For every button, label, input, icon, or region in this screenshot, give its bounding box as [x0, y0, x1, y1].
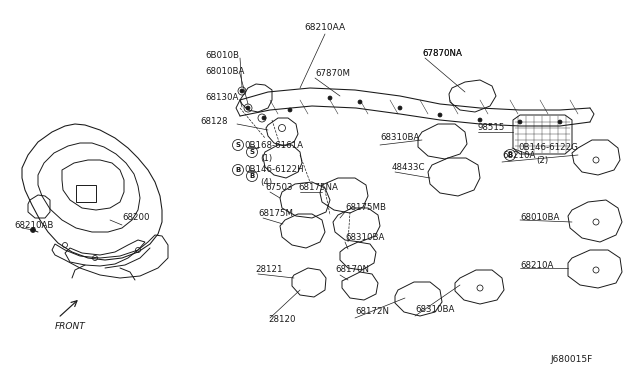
- Text: 68310BA: 68310BA: [415, 305, 454, 314]
- Circle shape: [518, 120, 522, 124]
- Text: 68128: 68128: [200, 118, 227, 126]
- Text: 0B146-6122H: 0B146-6122H: [244, 166, 303, 174]
- Text: 48433C: 48433C: [392, 164, 426, 173]
- Text: 28120: 28120: [268, 315, 296, 324]
- Text: 68175MB: 68175MB: [345, 203, 386, 212]
- Circle shape: [478, 118, 482, 122]
- Text: 68310BA: 68310BA: [345, 234, 385, 243]
- Circle shape: [328, 96, 332, 100]
- Text: 68175NA: 68175NA: [298, 183, 338, 192]
- Circle shape: [246, 106, 250, 110]
- Text: 67503: 67503: [265, 183, 292, 192]
- Text: B: B: [508, 152, 513, 158]
- Text: (1): (1): [260, 154, 272, 163]
- Text: 67870NA: 67870NA: [422, 49, 462, 58]
- Text: 68210A: 68210A: [520, 260, 554, 269]
- Circle shape: [240, 89, 244, 93]
- Text: 68210AB: 68210AB: [14, 221, 53, 230]
- Circle shape: [398, 106, 402, 110]
- Text: 68310BA: 68310BA: [380, 134, 419, 142]
- Text: S: S: [250, 149, 255, 155]
- Circle shape: [438, 113, 442, 117]
- Text: 6B010B: 6B010B: [205, 51, 239, 61]
- Text: 0B146-6122G: 0B146-6122G: [518, 144, 578, 153]
- Circle shape: [31, 228, 35, 232]
- Text: (4): (4): [260, 177, 272, 186]
- Text: 68010BA: 68010BA: [520, 214, 559, 222]
- Text: 68010BA: 68010BA: [205, 67, 244, 77]
- Text: 68210AA: 68210AA: [305, 23, 346, 32]
- Text: 28121: 28121: [255, 266, 282, 275]
- Text: J680015F: J680015F: [550, 356, 592, 365]
- Text: 0B168-6161A: 0B168-6161A: [244, 141, 303, 150]
- Text: (2): (2): [536, 155, 548, 164]
- Text: 68172N: 68172N: [355, 308, 389, 317]
- Text: 68200: 68200: [122, 214, 150, 222]
- Text: B: B: [250, 173, 255, 179]
- Text: 68175M: 68175M: [258, 209, 293, 218]
- Circle shape: [558, 120, 562, 124]
- Text: S: S: [236, 142, 241, 148]
- Text: 98515: 98515: [478, 124, 506, 132]
- Text: 68130A: 68130A: [205, 93, 238, 103]
- Circle shape: [262, 116, 266, 120]
- Text: 68210A: 68210A: [502, 151, 536, 160]
- Text: 67870NA: 67870NA: [422, 49, 462, 58]
- Text: 67870M: 67870M: [315, 68, 350, 77]
- Circle shape: [288, 108, 292, 112]
- Text: B: B: [236, 167, 241, 173]
- Text: FRONT: FRONT: [55, 322, 86, 331]
- Text: 68170N: 68170N: [335, 266, 369, 275]
- Circle shape: [358, 100, 362, 104]
